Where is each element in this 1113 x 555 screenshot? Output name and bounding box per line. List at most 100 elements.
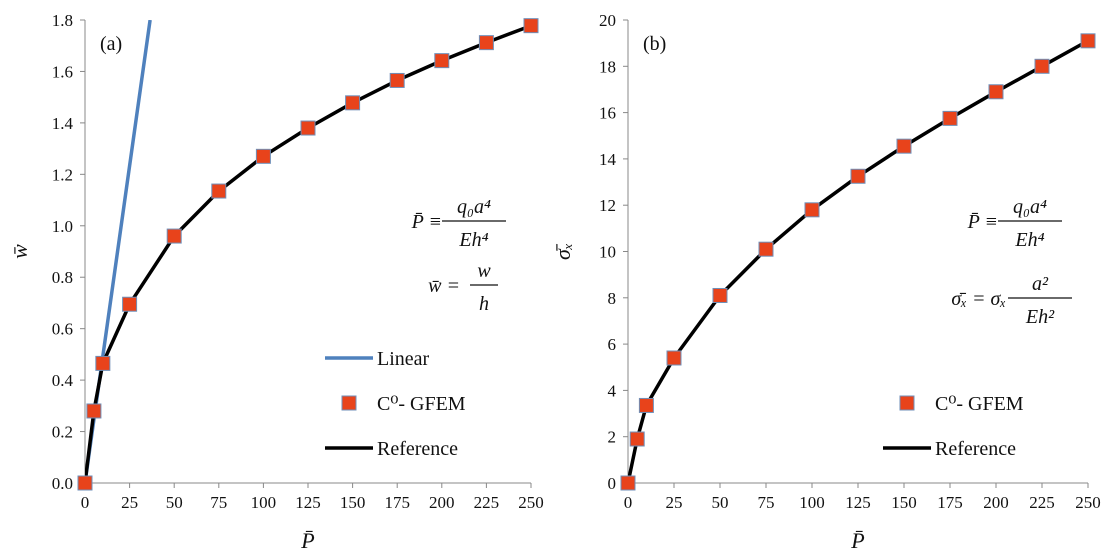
- x-tick-label: 0: [81, 493, 90, 512]
- x-tick-label: 0: [624, 493, 633, 512]
- x-tick-label: 125: [295, 493, 321, 512]
- legend: Linear C⁰- GFEM Reference: [325, 348, 466, 460]
- gfem-marker-point: [523, 18, 539, 34]
- equation-numerator: q₀a⁴: [1013, 196, 1047, 218]
- legend-entry-label: Reference: [935, 438, 1016, 460]
- y-tick-label: 4: [608, 381, 617, 400]
- y-tick-label: 1.6: [52, 62, 73, 81]
- x-tick-label: 75: [210, 493, 227, 512]
- gfem-marker-point: [211, 183, 227, 199]
- gfem-marker-point: [712, 287, 728, 303]
- chart-panel-a: 0 25 50 75 100 125 150 175 200 225 250 0.0 0.2 0.4 0.6…: [7, 11, 544, 553]
- gfem-marker-point: [86, 403, 102, 419]
- gfem-marker-point: [95, 355, 111, 371]
- equation-denominator: h: [479, 293, 489, 315]
- y-tick-label: 1.2: [52, 165, 73, 184]
- gfem-marker-point: [666, 350, 682, 366]
- legend-entry-label: C⁰- GFEM: [377, 393, 466, 415]
- x-tick-label: 100: [799, 493, 825, 512]
- y-tick-label: 0.6: [52, 320, 73, 339]
- series-group: [628, 39, 1088, 483]
- x-tick-label: 125: [845, 493, 871, 512]
- gfem-marker-point: [345, 95, 361, 111]
- panel-label: (a): [100, 33, 122, 55]
- y-tick-label: 12: [599, 196, 616, 215]
- gfem-marker-point: [988, 84, 1004, 100]
- gfem-marker-point: [77, 475, 93, 491]
- gfem-marker-point: [389, 72, 405, 88]
- y-tick-label: 0.8: [52, 268, 73, 287]
- y-tick-label: 2: [608, 428, 617, 447]
- chart-panel-b: 0 25 50 75 100 125 150 175 200 225 250 0 2 4 6 8 10 12 14 1…: [550, 11, 1101, 553]
- gfem-marker-point: [850, 168, 866, 184]
- x-tick-label: 250: [1075, 493, 1101, 512]
- equation-lhs: P̄ ≡: [411, 211, 442, 233]
- y-tick-label: 18: [599, 57, 616, 76]
- series-line-reference: [628, 39, 1088, 483]
- gfem-marker-point: [122, 296, 138, 312]
- x-tick-label: 75: [758, 493, 775, 512]
- x-tick-label: 200: [429, 493, 455, 512]
- gfem-marker-point: [896, 138, 912, 154]
- y-axis-label: w̄: [7, 244, 32, 259]
- x-tick-label: 250: [518, 493, 544, 512]
- legend: C⁰- GFEM Reference: [883, 393, 1024, 460]
- y-tick-label: 0: [608, 474, 617, 493]
- y-tick-label: 16: [599, 104, 616, 123]
- gfem-marker-point: [804, 202, 820, 218]
- y-tick-label: 1.0: [52, 217, 73, 236]
- y-tick-label: 0.0: [52, 474, 73, 493]
- x-tick-label: 175: [937, 493, 963, 512]
- gfem-marker-point: [478, 35, 494, 51]
- x-tick-label: 100: [251, 493, 277, 512]
- x-tick-label: 50: [166, 493, 183, 512]
- y-tick-label: 1.8: [52, 11, 73, 30]
- gfem-marker-point: [758, 241, 774, 257]
- gfem-marker-point: [638, 397, 654, 413]
- gfem-marker-point: [1034, 58, 1050, 74]
- gfem-marker-point: [255, 148, 271, 164]
- equation-denominator: Eh⁴: [458, 229, 488, 251]
- equation-lhs: w̄ =: [428, 275, 460, 297]
- y-tick-label: 6: [608, 335, 617, 354]
- legend-swatch-marker: [899, 395, 915, 411]
- equation-denominator: Eh⁴: [1014, 229, 1044, 251]
- equation-denominator: Eh²: [1025, 306, 1055, 328]
- x-tick-label: 200: [983, 493, 1009, 512]
- legend-entry-label: Linear: [377, 348, 430, 370]
- x-axis-label: P̄: [300, 528, 314, 553]
- equation-lhs: σ̄ₓ = σₓ: [951, 288, 1006, 310]
- x-axis-label: P̄: [850, 528, 864, 553]
- equation-lhs: P̄ ≡: [967, 211, 998, 233]
- y-tick-label: 8: [608, 289, 617, 308]
- equation-numerator: q₀a⁴: [457, 196, 491, 218]
- gfem-marker-point: [1080, 33, 1096, 49]
- legend-entry-label: Reference: [377, 438, 458, 460]
- gfem-marker-point: [166, 228, 182, 244]
- y-tick-label: 0.2: [52, 423, 73, 442]
- x-tick-label: 150: [891, 493, 917, 512]
- legend-swatch-marker: [341, 395, 357, 411]
- panel-label: (b): [643, 33, 666, 55]
- y-tick-label: 1.4: [52, 114, 74, 133]
- equation-numerator: a²: [1032, 273, 1049, 295]
- x-tick-label: 150: [340, 493, 366, 512]
- y-tick-label: 0.4: [52, 371, 74, 390]
- x-tick-label: 225: [1029, 493, 1055, 512]
- x-tick-label: 175: [384, 493, 410, 512]
- y-tick-label: 20: [599, 11, 616, 30]
- gfem-marker-point: [942, 110, 958, 126]
- legend-entry-label: C⁰- GFEM: [935, 393, 1024, 415]
- gfem-marker-point: [629, 431, 645, 447]
- gfem-marker-point: [434, 53, 450, 69]
- gfem-marker-point: [620, 475, 636, 491]
- y-tick-label: 10: [599, 243, 616, 262]
- x-tick-label: 25: [666, 493, 683, 512]
- gfem-marker-point: [300, 120, 316, 136]
- x-tick-label: 225: [474, 493, 500, 512]
- x-tick-label: 25: [121, 493, 138, 512]
- equation-numerator: w: [477, 260, 491, 282]
- y-tick-label: 14: [599, 150, 617, 169]
- y-axis-label: σ̄ₓ: [550, 243, 575, 260]
